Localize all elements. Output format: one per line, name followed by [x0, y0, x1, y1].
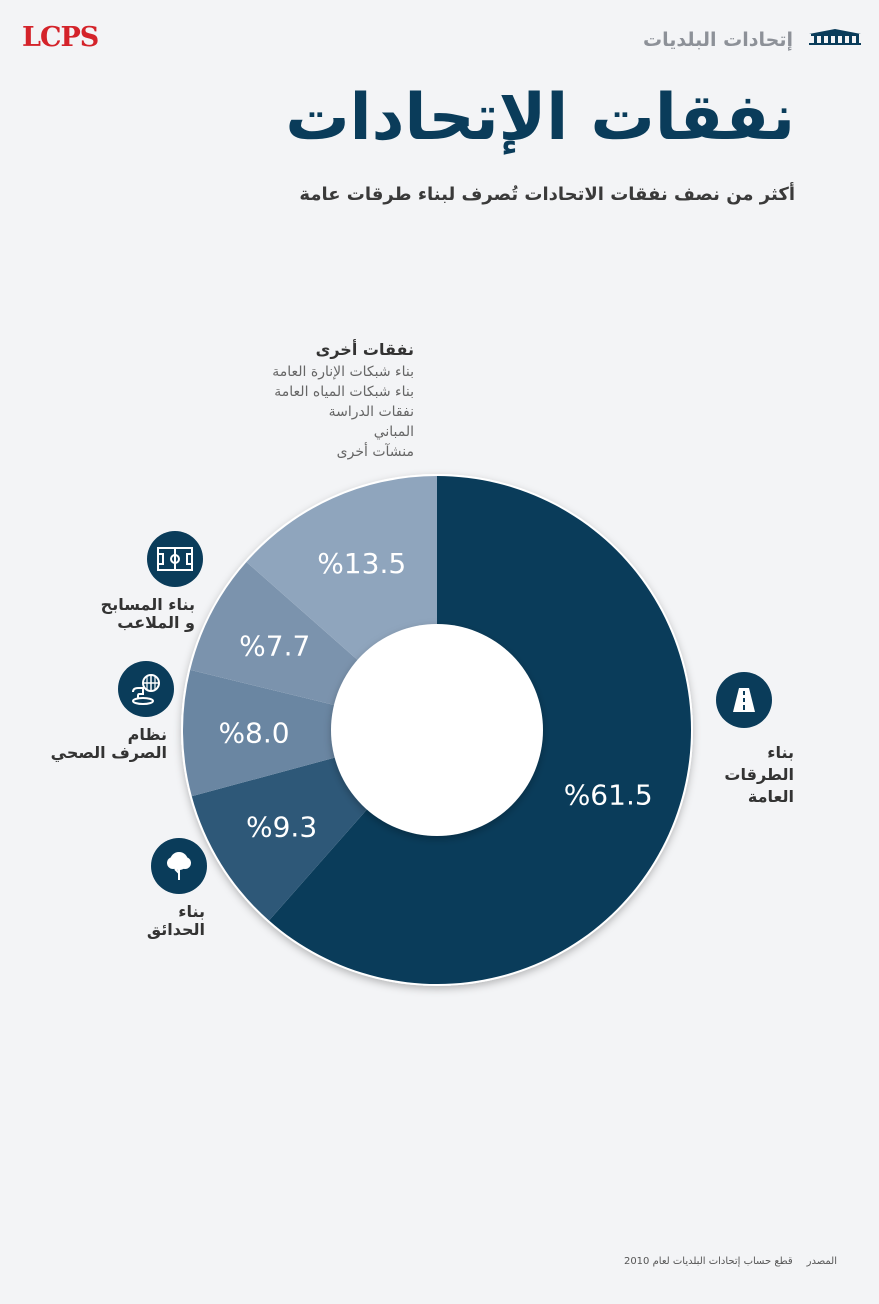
sewage-icon-circle: [118, 661, 174, 717]
label-gardens: بناء الحدائق: [146, 902, 205, 939]
others-title: نفقات أخرى: [315, 340, 414, 359]
source-footer: المصدر قطع حساب إتحادات البلديات لعام 20…: [624, 1256, 837, 1267]
source-label: المصدر: [806, 1256, 837, 1267]
others-item: نفقات الدراسة: [328, 404, 414, 420]
others-item: بناء شبكات الإنارة العامة: [272, 364, 414, 380]
sewage-icon: [132, 674, 160, 705]
others-item: المباني: [373, 424, 414, 440]
page-title: نفقات الإتحادات: [285, 81, 795, 155]
label-roads: بناء الطرقات العامة: [724, 743, 794, 806]
label-sewage: نظام الصرف الصحي: [50, 725, 167, 762]
road-icon-circle: [716, 672, 772, 728]
donut-hole: [331, 624, 543, 836]
label-pools: بناء المسابح و الملاعب: [100, 595, 195, 632]
road-icon: [733, 688, 755, 712]
other-expenses-legend: نفقات أخرى بناء شبكات الإنارة العامة بنا…: [272, 340, 414, 462]
slice-value-label: %7.7: [239, 629, 310, 662]
slice-value-label: %8.0: [218, 716, 289, 749]
field-icon-circle: [147, 531, 203, 587]
tree-icon-circle: [151, 838, 207, 894]
building-icon: [807, 28, 863, 51]
section-header: إتحادات البلديات: [643, 28, 863, 51]
others-item: بناء شبكات المياه العامة: [274, 384, 414, 400]
slice-value-label: %9.3: [246, 811, 317, 844]
pie-slice: [182, 669, 437, 797]
section-title: إتحادات البلديات: [643, 28, 793, 51]
source-text: قطع حساب إتحادات البلديات لعام 2010: [623, 1256, 793, 1267]
field-icon: [157, 547, 193, 571]
others-item: منشآت أخرى: [336, 444, 414, 460]
slice-value-label: %13.5: [317, 547, 406, 580]
tree-icon: [167, 852, 191, 880]
page-subtitle: أكثر من نصف نفقات الاتحادات تُصرف لبناء …: [299, 184, 795, 205]
slice-value-label: %61.5: [564, 779, 653, 812]
lcps-logo: LCPS: [22, 22, 99, 53]
